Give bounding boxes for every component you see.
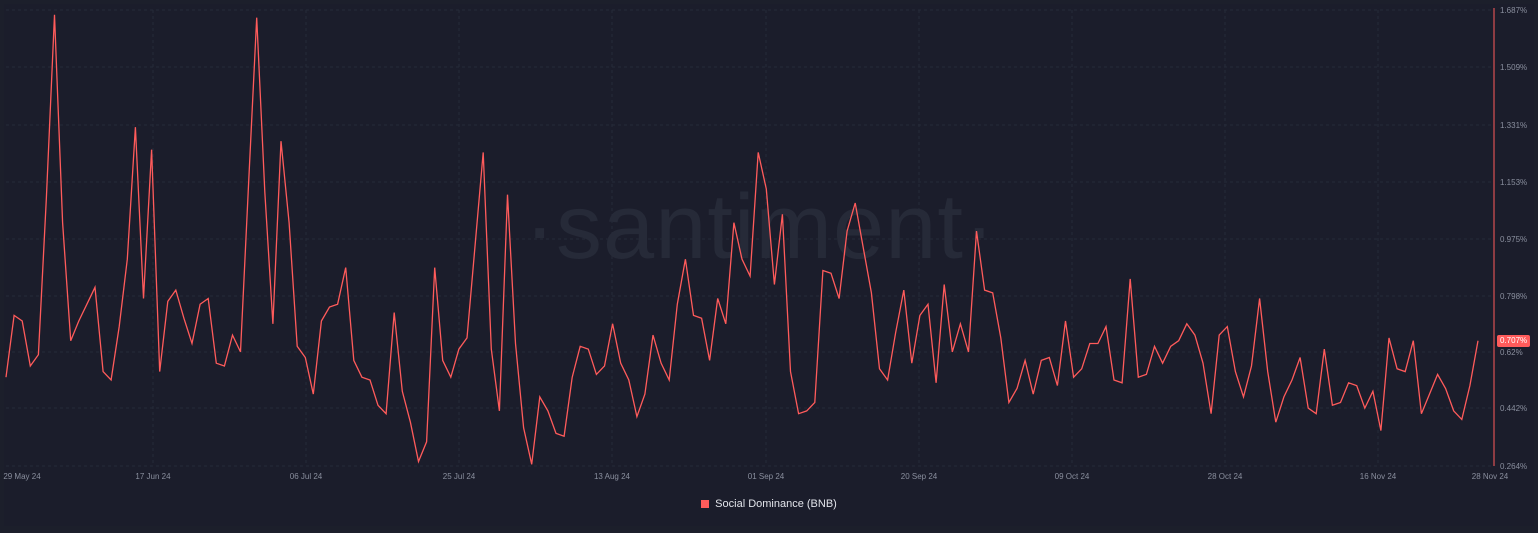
y-tick-label: 0.975% (1500, 235, 1527, 244)
y-tick-label: 0.62% (1500, 348, 1523, 357)
x-tick-label: 06 Jul 24 (290, 472, 323, 481)
x-axis: 29 May 24 17 Jun 24 06 Jul 24 25 Jul 24 13 A… (3, 472, 1508, 481)
y-tick-label: 1.331% (1500, 121, 1527, 130)
y-tick-label: 1.687% (1500, 6, 1527, 15)
x-tick-label: 29 May 24 (3, 472, 41, 481)
y-tick-label: 0.264% (1500, 462, 1527, 471)
y-axis: 0.264% 0.442% 0.62% 0.798% 0.975% 1.153% 1.331… (1500, 6, 1527, 471)
plot-background (4, 4, 1534, 526)
current-value-badge: 0.707% (1497, 334, 1531, 347)
y-tick-label: 0.442% (1500, 404, 1527, 413)
legend-label: Social Dominance (BNB) (715, 498, 837, 510)
x-tick-label: 01 Sep 24 (748, 472, 785, 481)
legend[interactable]: Social Dominance (BNB) (0, 498, 1538, 510)
x-tick-label: 28 Oct 24 (1208, 472, 1243, 481)
legend-swatch (701, 500, 710, 508)
x-tick-label: 13 Aug 24 (594, 472, 631, 481)
x-tick-label: 25 Jul 24 (443, 472, 476, 481)
watermark-logo: ·santiment· (524, 176, 995, 278)
x-tick-label: 17 Jun 24 (135, 472, 171, 481)
y-tick-label: 0.798% (1500, 292, 1527, 301)
x-tick-label: 16 Nov 24 (1360, 472, 1397, 481)
x-tick-label: 20 Sep 24 (901, 472, 938, 481)
series-line-social-dominance (5, 14, 1479, 465)
x-tick-label: 28 Nov 24 (1472, 472, 1509, 481)
y-tick-label: 1.509% (1500, 63, 1527, 72)
grid-lines (6, 9, 1494, 467)
x-tick-label: 09 Oct 24 (1055, 472, 1090, 481)
y-tick-label: 1.153% (1500, 178, 1527, 187)
